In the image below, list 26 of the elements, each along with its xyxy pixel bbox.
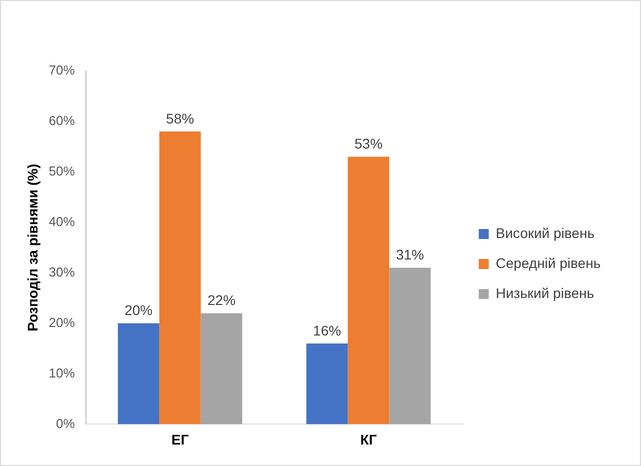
y-axis-title: Розподіл за рівнями (%) xyxy=(24,164,40,332)
y-tick-label: 60% xyxy=(48,113,76,128)
text: 58% xyxy=(166,110,194,126)
text: 31% xyxy=(396,246,424,263)
bar xyxy=(348,156,390,424)
y-tick-label: 30% xyxy=(48,264,76,280)
x-tick-label: ЕГ xyxy=(171,431,189,448)
text: 53% xyxy=(354,136,383,152)
text: 20% xyxy=(124,302,153,318)
legend-label: Високий рівень xyxy=(496,224,594,241)
y-tick-label: 50% xyxy=(48,163,76,178)
text: 16% xyxy=(313,322,342,338)
y-tick-label: 70% xyxy=(48,62,76,78)
y-tick-label: 10% xyxy=(48,365,76,380)
bar xyxy=(200,313,242,424)
legend-label: Низький рівень xyxy=(496,284,594,301)
text: 22% xyxy=(208,292,236,308)
bar xyxy=(118,323,160,424)
bar xyxy=(306,343,348,424)
y-tick-label: 0% xyxy=(56,416,76,431)
x-tick-label: КГ xyxy=(360,431,377,448)
bar xyxy=(389,268,431,424)
bar xyxy=(159,132,201,424)
y-tick-label: 40% xyxy=(48,214,76,229)
y-tick-label: 20% xyxy=(48,314,76,330)
legend-label: Середній рівень xyxy=(496,254,601,271)
